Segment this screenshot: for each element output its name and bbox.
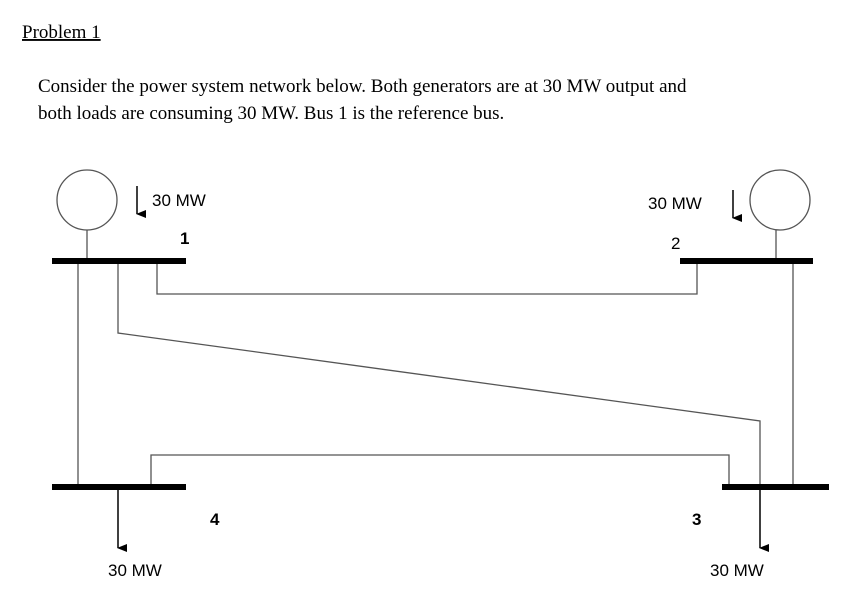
- load-label: 30 MW: [710, 561, 764, 580]
- title: Problem 1: [22, 22, 101, 43]
- load-label: 30 MW: [108, 561, 162, 580]
- generator-label: 30 MW: [648, 194, 702, 213]
- paragraph-line: both loads are consuming 30 MW. Bus 1 is…: [38, 103, 504, 124]
- line-1-2: [156, 261, 698, 295]
- generator-label: 30 MW: [152, 191, 206, 210]
- generator: [56, 169, 118, 231]
- paragraph-line: Consider the power system network below.…: [38, 76, 687, 97]
- line-4-3: [150, 454, 730, 487]
- line-1-3: [117, 261, 761, 487]
- bus-label: 2: [671, 234, 680, 253]
- network: 30 MW 30 MW 1 2 3 4 30 MW 30 MW: [52, 169, 829, 580]
- bus-label: 1: [180, 229, 189, 248]
- bus-label: 4: [210, 510, 220, 529]
- generator: [749, 169, 811, 231]
- bus-label: 3: [692, 510, 701, 529]
